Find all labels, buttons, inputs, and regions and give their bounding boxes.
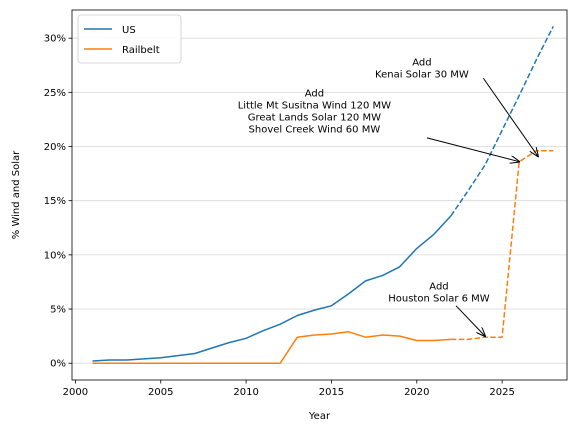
annotation-line: Great Lands Solar 120 MW — [248, 113, 381, 124]
annotation-line: Shovel Creek Wind 60 MW — [249, 125, 381, 136]
annotation-line: Add — [305, 89, 324, 100]
y-tick-label: 20% — [44, 142, 66, 153]
annotation-arrow — [482, 77, 538, 156]
legend-label-us: US — [122, 25, 136, 36]
y-tick-label: 15% — [44, 196, 66, 207]
legend: US Railbelt — [77, 14, 182, 64]
plot-frame — [71, 9, 568, 381]
annotation-line: Add — [429, 282, 448, 293]
series-line-railbelt-actual — [92, 331, 451, 364]
series-lines — [92, 25, 554, 364]
x-tick-label: 2020 — [404, 387, 429, 398]
y-tick-label: 25% — [44, 88, 66, 99]
y-tick-label: 5% — [50, 305, 66, 316]
annotation-text: Add Kenai Solar 30 MW — [375, 57, 469, 80]
y-tick-label: 30% — [44, 34, 66, 45]
y-tick-label: 0% — [50, 359, 66, 370]
axis-ticks: 0% 5% 10% 15% 20% 25% 30% 2000 2005 2010 2015 2020 2… — [44, 34, 515, 398]
legend-label-railbelt: Railbelt — [122, 45, 160, 56]
annotation-line: Houston Solar 6 MW — [388, 294, 490, 305]
annotation-text: Add Houston Solar 6 MW — [388, 282, 490, 305]
annotation-line: Add — [412, 57, 431, 68]
y-tick-label: 10% — [44, 250, 66, 261]
annotation-arrow — [426, 137, 519, 162]
y-axis-label: % Wind and Solar — [11, 150, 22, 239]
annotation-text: Add Little Mt Susitna Wind 120 MW Great La… — [238, 89, 391, 136]
annotation-line: Little Mt Susitna Wind 120 MW — [238, 101, 391, 112]
series-line-us-actual — [92, 215, 452, 362]
series-line-railbelt-projected — [450, 150, 554, 341]
x-tick-label: 2005 — [148, 387, 173, 398]
gridlines — [72, 37, 567, 364]
series-line-us-projected — [450, 25, 554, 217]
legend-box — [77, 14, 182, 64]
annotation-arrow — [455, 305, 485, 336]
annotation-line: Kenai Solar 30 MW — [375, 69, 469, 80]
x-axis-label: Year — [308, 411, 331, 422]
x-tick-label: 2010 — [233, 387, 258, 398]
x-tick-label: 2000 — [63, 387, 88, 398]
x-tick-label: 2025 — [489, 387, 514, 398]
x-tick-label: 2015 — [319, 387, 344, 398]
